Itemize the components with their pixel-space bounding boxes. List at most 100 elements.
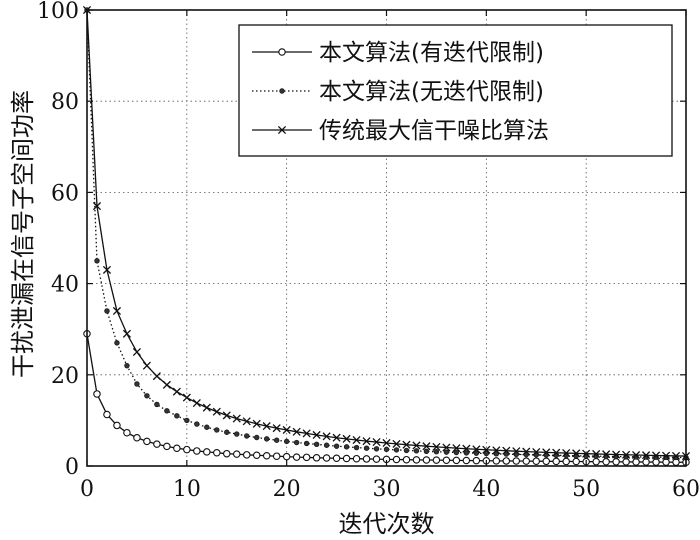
data-point <box>433 449 440 455</box>
data-point <box>592 457 600 466</box>
x-tick-label: 50 <box>572 477 600 502</box>
data-point <box>242 451 251 459</box>
y-tick-label: 60 <box>51 181 79 206</box>
data-point <box>452 444 461 453</box>
data-point <box>192 399 201 408</box>
y-tick-label: 40 <box>51 273 79 298</box>
data-point <box>412 441 421 450</box>
data-point <box>622 458 630 466</box>
data-point <box>422 442 431 451</box>
data-point <box>423 448 430 455</box>
data-point <box>184 417 190 424</box>
data-point <box>214 427 220 433</box>
data-point <box>264 436 270 442</box>
data-point <box>353 444 360 451</box>
data-point <box>333 443 340 449</box>
x-tick-label: 60 <box>672 477 700 502</box>
data-point <box>443 449 450 455</box>
data-point <box>492 457 501 465</box>
data-point <box>232 414 241 423</box>
data-point <box>392 455 401 464</box>
data-point <box>282 425 291 435</box>
data-point <box>503 451 509 457</box>
data-point <box>642 451 651 460</box>
data-point <box>352 454 361 463</box>
data-point <box>632 450 641 460</box>
data-point <box>373 446 380 452</box>
data-point <box>93 390 101 398</box>
data-point <box>104 308 110 314</box>
data-point <box>342 454 351 463</box>
data-point <box>562 457 570 466</box>
data-point <box>602 450 611 459</box>
data-point <box>272 452 281 460</box>
tick-labels: 0 10 20 30 40 50 60 0 20 40 60 80 100 <box>37 0 700 502</box>
data-point <box>522 457 531 465</box>
data-point <box>234 431 240 437</box>
data-point <box>323 442 330 448</box>
data-point <box>482 445 491 454</box>
y-tick-label: 0 <box>65 455 79 480</box>
data-point <box>124 362 130 369</box>
data-point <box>92 202 102 211</box>
data-point <box>303 440 310 447</box>
data-point <box>322 432 331 441</box>
data-point <box>194 421 200 427</box>
legend-label: 传统最大信干噪比算法 <box>319 118 549 144</box>
data-point <box>402 440 411 449</box>
data-point <box>134 381 140 387</box>
data-point <box>453 449 460 456</box>
data-point <box>252 419 261 428</box>
data-point <box>442 456 451 465</box>
data-point <box>393 447 400 453</box>
data-point <box>382 438 391 448</box>
data-point <box>272 424 281 433</box>
data-point <box>233 450 241 458</box>
data-point <box>193 447 201 455</box>
data-point <box>612 450 621 459</box>
data-point <box>362 437 371 446</box>
legend-samples <box>252 48 312 135</box>
series-3 <box>82 5 691 461</box>
data-point <box>532 447 541 457</box>
y-tick-label: 80 <box>51 90 79 115</box>
data-point <box>502 457 511 465</box>
data-point <box>222 411 231 420</box>
data-point <box>142 361 151 370</box>
data-point <box>302 453 311 462</box>
data-point <box>562 448 571 458</box>
data-point <box>132 347 141 357</box>
data-point <box>312 430 321 440</box>
x-tick-label: 30 <box>373 477 401 502</box>
data-point <box>362 455 371 463</box>
data-point <box>372 455 381 463</box>
data-point <box>312 454 321 462</box>
data-point <box>572 457 580 466</box>
data-point <box>473 450 480 456</box>
data-point <box>292 427 301 436</box>
x-tick-label: 40 <box>472 477 500 502</box>
data-point <box>492 446 501 455</box>
data-point <box>254 434 260 441</box>
data-point <box>463 450 470 456</box>
data-point <box>552 448 561 457</box>
data-point <box>452 456 461 465</box>
data-point <box>224 429 230 435</box>
y-tick-label: 100 <box>37 0 79 24</box>
data-point <box>592 449 601 459</box>
data-point <box>483 450 490 457</box>
data-point <box>462 456 471 465</box>
data-point <box>671 451 681 460</box>
data-point <box>462 444 471 453</box>
ticks <box>86 9 687 467</box>
data-point <box>213 449 221 457</box>
data-point <box>661 451 671 460</box>
data-point <box>102 265 112 274</box>
data-point <box>502 446 511 455</box>
data-point <box>114 340 120 346</box>
data-point <box>182 393 191 402</box>
data-point <box>512 447 521 456</box>
y-axis-label: 干扰泄漏在信号子空间功率 <box>9 90 37 378</box>
data-point <box>113 421 121 430</box>
